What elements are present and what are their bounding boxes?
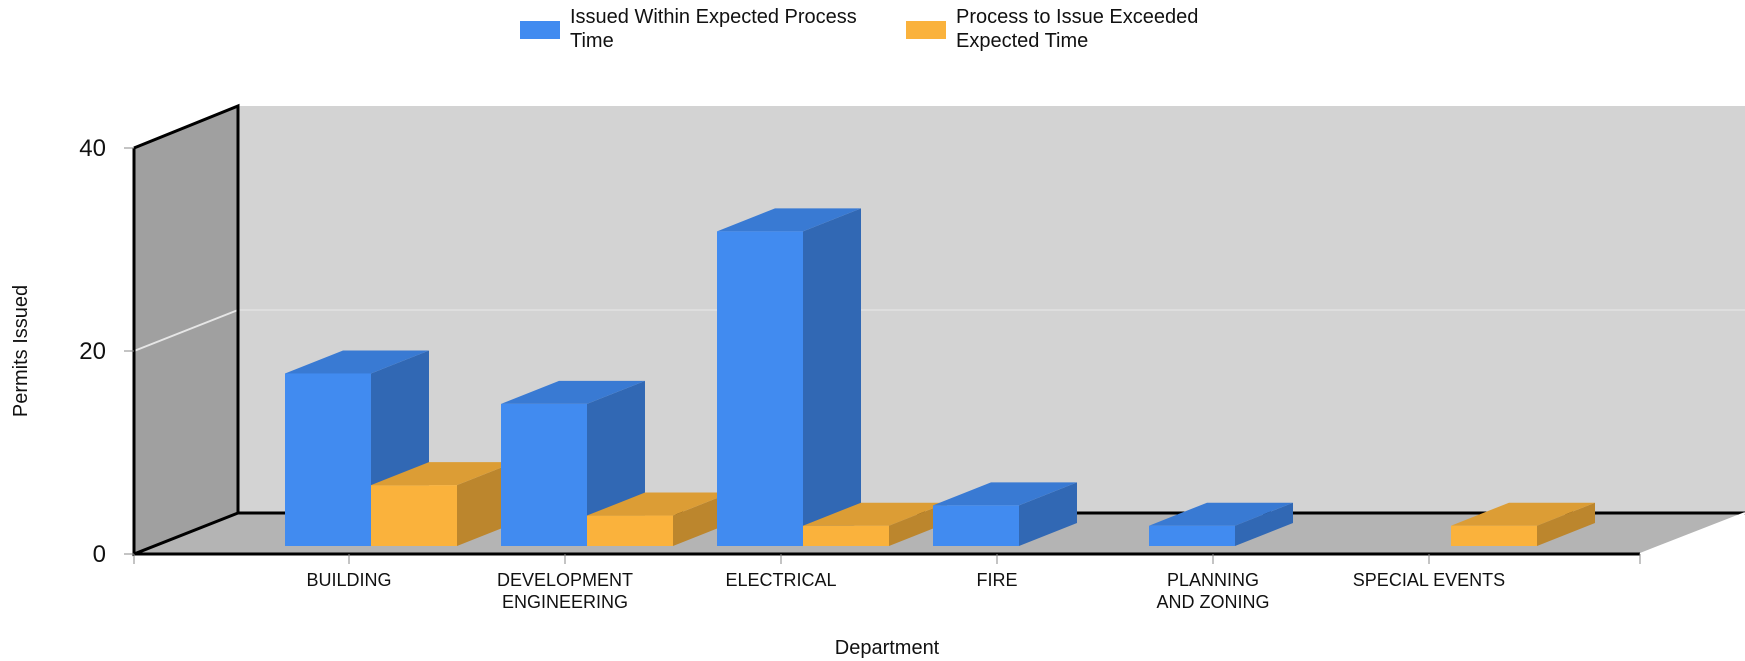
- y-axis-title: Permits Issued: [10, 285, 32, 417]
- bar-within-4-side: [1235, 502, 1293, 546]
- x-tick-label-1-line-0: DEVELOPMENT: [497, 570, 633, 590]
- bar-exceeded-2-top: [803, 502, 947, 526]
- x-tick-label-4-line-0: PLANNING: [1167, 570, 1259, 590]
- bar-within-2-side: [803, 208, 861, 546]
- bar-within-3-front: [933, 505, 1019, 546]
- legend-label-within: Issued Within Expected Process Time: [570, 6, 857, 52]
- x-tick-label-1-line-1: ENGINEERING: [502, 592, 628, 612]
- x-tick-label-5: SPECIAL EVENTS: [1353, 570, 1505, 590]
- legend-swatch-exceeded: [906, 21, 946, 39]
- gridline-left-20: [133, 309, 239, 352]
- bar-exceeded-5-front: [1451, 525, 1537, 546]
- x-axis-title: Department: [835, 637, 940, 659]
- y-tick-label-40: 40: [79, 135, 106, 162]
- x-tick-label-4-line-1: AND ZONING: [1156, 592, 1269, 612]
- y-tick-label-20: 20: [79, 338, 106, 365]
- x-tick-label-0: BUILDING: [306, 570, 391, 590]
- bar-exceeded-1-side: [673, 492, 731, 546]
- bar-within-2-top: [717, 208, 861, 232]
- legend-swatch-within: [520, 21, 560, 39]
- bar-exceeded-0-top: [371, 462, 515, 486]
- bar-within-0-top: [285, 350, 429, 374]
- bar-exceeded-0-front: [371, 485, 457, 546]
- bar-within-0-front: [285, 373, 371, 546]
- bar-within-3-side: [1019, 482, 1077, 546]
- x-tick-label-2: ELECTRICAL: [725, 570, 836, 590]
- bar-within-1-top: [501, 380, 645, 404]
- bar-exceeded-5-top: [1451, 502, 1595, 526]
- bar-within-2-front: [717, 231, 803, 546]
- bar-within-4-top: [1149, 502, 1293, 526]
- bar-exceeded-5-side: [1537, 502, 1595, 546]
- bar-exceeded-1-top: [587, 492, 731, 516]
- bar-exceeded-2-front: [803, 525, 889, 546]
- bar-exceeded-0-side: [457, 462, 515, 546]
- legend-label-exceeded: Process to Issue Exceeded Expected Time: [956, 6, 1199, 52]
- legend-item-within: Issued Within Expected Process Time: [520, 5, 890, 53]
- x-tick-label-3: FIRE: [976, 570, 1017, 590]
- floor-edge-right: [1639, 512, 1745, 555]
- bar-exceeded-1-front: [587, 515, 673, 546]
- bar-exceeded-2-side: [889, 502, 947, 546]
- y-tick-label-0: 0: [93, 541, 106, 568]
- bar-within-1-front: [501, 403, 587, 546]
- legend: Issued Within Expected Process Time Proc…: [0, 5, 1745, 55]
- bar-within-4-front: [1149, 525, 1235, 546]
- bar-within-3-top: [933, 482, 1077, 506]
- legend-item-exceeded: Process to Issue Exceeded Expected Time: [906, 5, 1276, 53]
